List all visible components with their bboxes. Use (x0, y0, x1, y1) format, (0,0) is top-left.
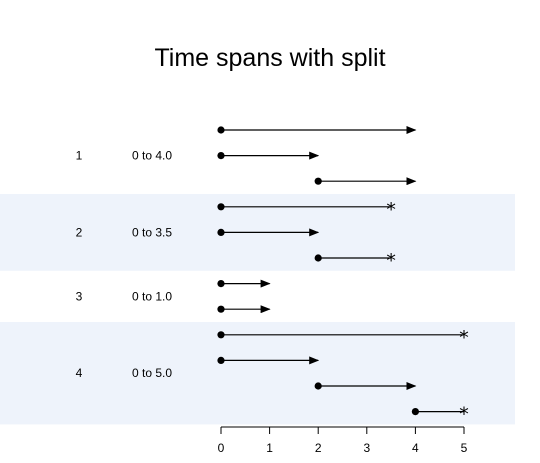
row-id-label: 2 (76, 225, 83, 239)
chart-title: Time spans with split (154, 44, 385, 72)
segment-2-1: * (217, 199, 396, 221)
row-range-label: 0 to 1.0 (132, 289, 172, 303)
segment-3-2 (217, 305, 271, 314)
event-star-marker: * (386, 199, 396, 221)
x-axis: 0 1 2 3 4 5 (218, 426, 468, 455)
x-tick-label: 5 (461, 441, 468, 455)
segment-2-3: * (314, 250, 396, 272)
segment-4-1: * (217, 327, 469, 349)
row-labels: 1 0 to 4.0 2 0 to 3.5 3 0 to 1.0 4 0 to 5.0 (76, 149, 173, 381)
start-dot (217, 152, 225, 160)
row-range-label: 0 to 3.5 (132, 225, 172, 239)
event-star-marker: * (459, 404, 469, 426)
row-id-label: 3 (76, 289, 83, 303)
segment-1-3 (314, 177, 417, 186)
segment-3-1 (217, 279, 271, 288)
segment-4-4: * (411, 404, 469, 426)
time-segments: * * * * (217, 126, 469, 426)
event-star-marker: * (459, 327, 469, 349)
segment-1-1 (217, 126, 417, 134)
start-dot (217, 228, 225, 236)
start-dot (217, 331, 225, 339)
event-star-marker: * (386, 250, 396, 272)
row-range-label: 0 to 5.0 (132, 366, 172, 380)
start-dot (314, 177, 322, 185)
start-dot (217, 280, 225, 288)
start-dot (217, 126, 225, 134)
x-tick-label: 4 (412, 441, 419, 455)
segment-2-2 (217, 228, 320, 237)
row-id-label: 1 (76, 149, 83, 163)
row-id-label: 4 (76, 366, 83, 380)
segment-1-2 (217, 151, 320, 160)
x-tick-label: 0 (218, 441, 225, 455)
start-dot (217, 356, 225, 364)
start-dot (217, 203, 225, 211)
row-range-label: 0 to 4.0 (132, 149, 172, 163)
x-tick-label: 1 (266, 441, 273, 455)
start-dot (314, 254, 322, 262)
start-dot (217, 305, 225, 313)
start-dot (314, 382, 322, 390)
x-tick-label: 3 (363, 441, 370, 455)
start-dot (411, 408, 419, 416)
row-band-4 (0, 322, 515, 425)
segment-4-3 (314, 382, 417, 390)
x-tick-label: 2 (315, 441, 322, 455)
segment-4-2 (217, 356, 320, 365)
